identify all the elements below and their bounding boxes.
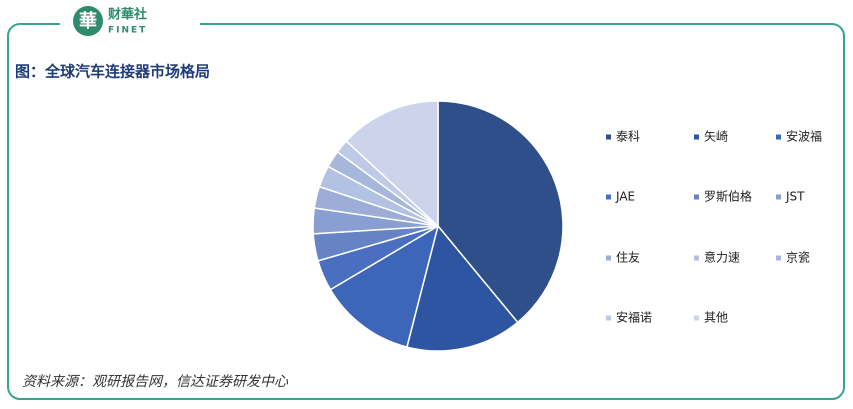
- logo-name: 财華社: [108, 7, 147, 23]
- legend-swatch: [606, 315, 611, 321]
- legend-label: JST: [785, 190, 805, 204]
- legend-swatch: [694, 134, 699, 140]
- legend-swatch: [606, 134, 611, 140]
- pie-slice: [329, 224, 440, 348]
- chart-title: 图：全球汽车连接器市场格局: [15, 63, 210, 81]
- pie-slice: [406, 224, 519, 352]
- pie-slice: [437, 100, 564, 324]
- legend-swatch: [694, 315, 699, 321]
- legend-swatch: [694, 255, 699, 261]
- logo-mark: 華: [79, 10, 97, 32]
- legend-label: 罗斯伯格: [704, 189, 752, 204]
- legend-swatch: [776, 134, 781, 140]
- legend-label: 其他: [704, 311, 728, 325]
- legend-label: 矢崎: [704, 130, 728, 144]
- legend-swatch: [694, 194, 699, 200]
- logo-circle: [73, 6, 103, 36]
- legend-swatch: [776, 255, 781, 261]
- legend-label: 安波福: [786, 129, 822, 144]
- legend-swatch: [606, 194, 611, 200]
- legend-swatch: [606, 255, 611, 261]
- legend-label: 住友: [616, 251, 640, 265]
- logo-sub: FINET: [108, 26, 147, 36]
- legend-label: 泰科: [616, 130, 640, 144]
- legend-label: JAE: [615, 190, 635, 204]
- legend-label: 意力速: [704, 250, 740, 265]
- pie-slice: [345, 100, 439, 228]
- legend-label: 京瓷: [786, 251, 810, 265]
- legend-swatch: [776, 194, 781, 200]
- legend-label: 安福诺: [616, 310, 652, 325]
- source: 资料来源：观研报告网，信达证券研发中心: [22, 374, 289, 390]
